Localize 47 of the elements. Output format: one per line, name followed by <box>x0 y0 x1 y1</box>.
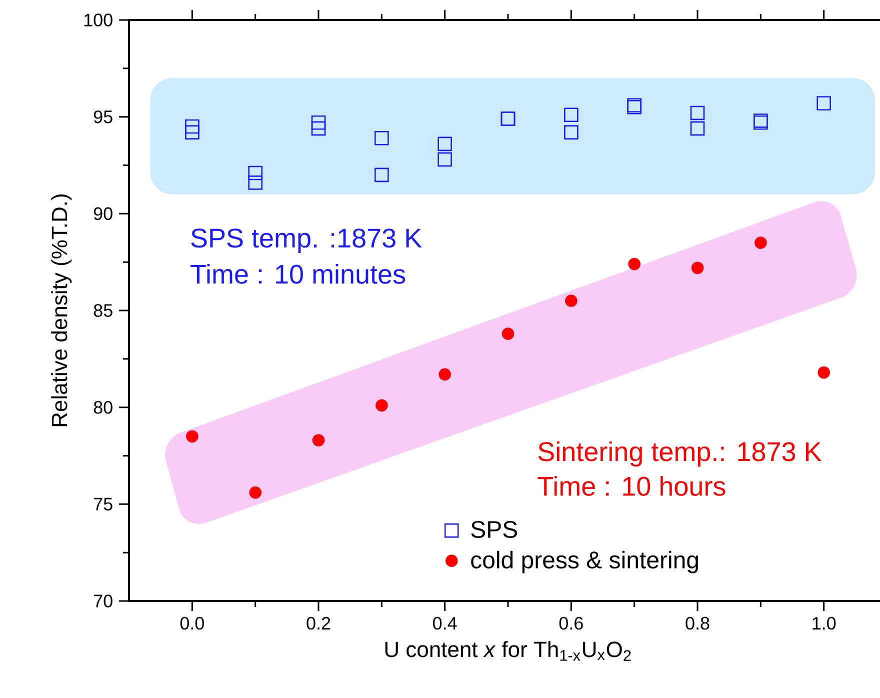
point <box>311 116 326 130</box>
point <box>376 399 388 412</box>
point <box>249 486 262 499</box>
point <box>312 434 325 446</box>
annotation: Time : 10 minutes <box>190 264 406 284</box>
y-tick-label: 70 <box>94 594 112 608</box>
annotation: Time : 10 hours <box>538 476 726 496</box>
annotation: SPS temp. :1873 K <box>191 228 422 254</box>
x-axis-title: U content x for Th$_{1-x}$U$_{x}$O$_{2}$ <box>385 641 631 661</box>
point <box>816 96 831 110</box>
point <box>185 125 200 140</box>
legend-label: cold press & sintering <box>471 550 698 574</box>
x-tick-label: 0.4 <box>433 616 457 630</box>
x-tick-label: 0.8 <box>686 616 710 630</box>
legend-label: SPS <box>471 520 518 538</box>
point <box>564 108 578 122</box>
point <box>438 136 452 152</box>
y-tick-label: 95 <box>94 110 112 124</box>
point <box>690 106 705 120</box>
point <box>248 166 262 180</box>
point <box>438 368 451 381</box>
x-tick-label: 0.2 <box>306 616 330 630</box>
point <box>628 258 640 270</box>
point <box>691 262 704 274</box>
point <box>248 176 262 190</box>
point <box>311 121 326 136</box>
x-tick-label: 1.0 <box>812 616 836 630</box>
y-tick-label: 100 <box>84 14 112 26</box>
y-tick-label: 90 <box>94 207 112 220</box>
y-tick-label: 80 <box>94 400 112 414</box>
point <box>690 121 705 136</box>
point <box>754 236 767 249</box>
point <box>374 130 389 146</box>
point <box>564 125 578 140</box>
y-tick-label: 75 <box>94 498 112 510</box>
point <box>502 328 514 340</box>
point <box>374 168 389 182</box>
x-tick-label: 0.0 <box>180 616 204 630</box>
y-tick-label: 85 <box>94 304 112 317</box>
point <box>186 430 198 443</box>
y-axis-title: Relative density (%T.D.) <box>51 194 72 426</box>
annotation: Sintering temp.: 1873 K <box>538 441 822 467</box>
point <box>818 366 830 379</box>
point <box>565 294 578 307</box>
point <box>438 152 452 167</box>
x-tick-label: 0.6 <box>559 616 583 630</box>
point <box>185 119 200 134</box>
